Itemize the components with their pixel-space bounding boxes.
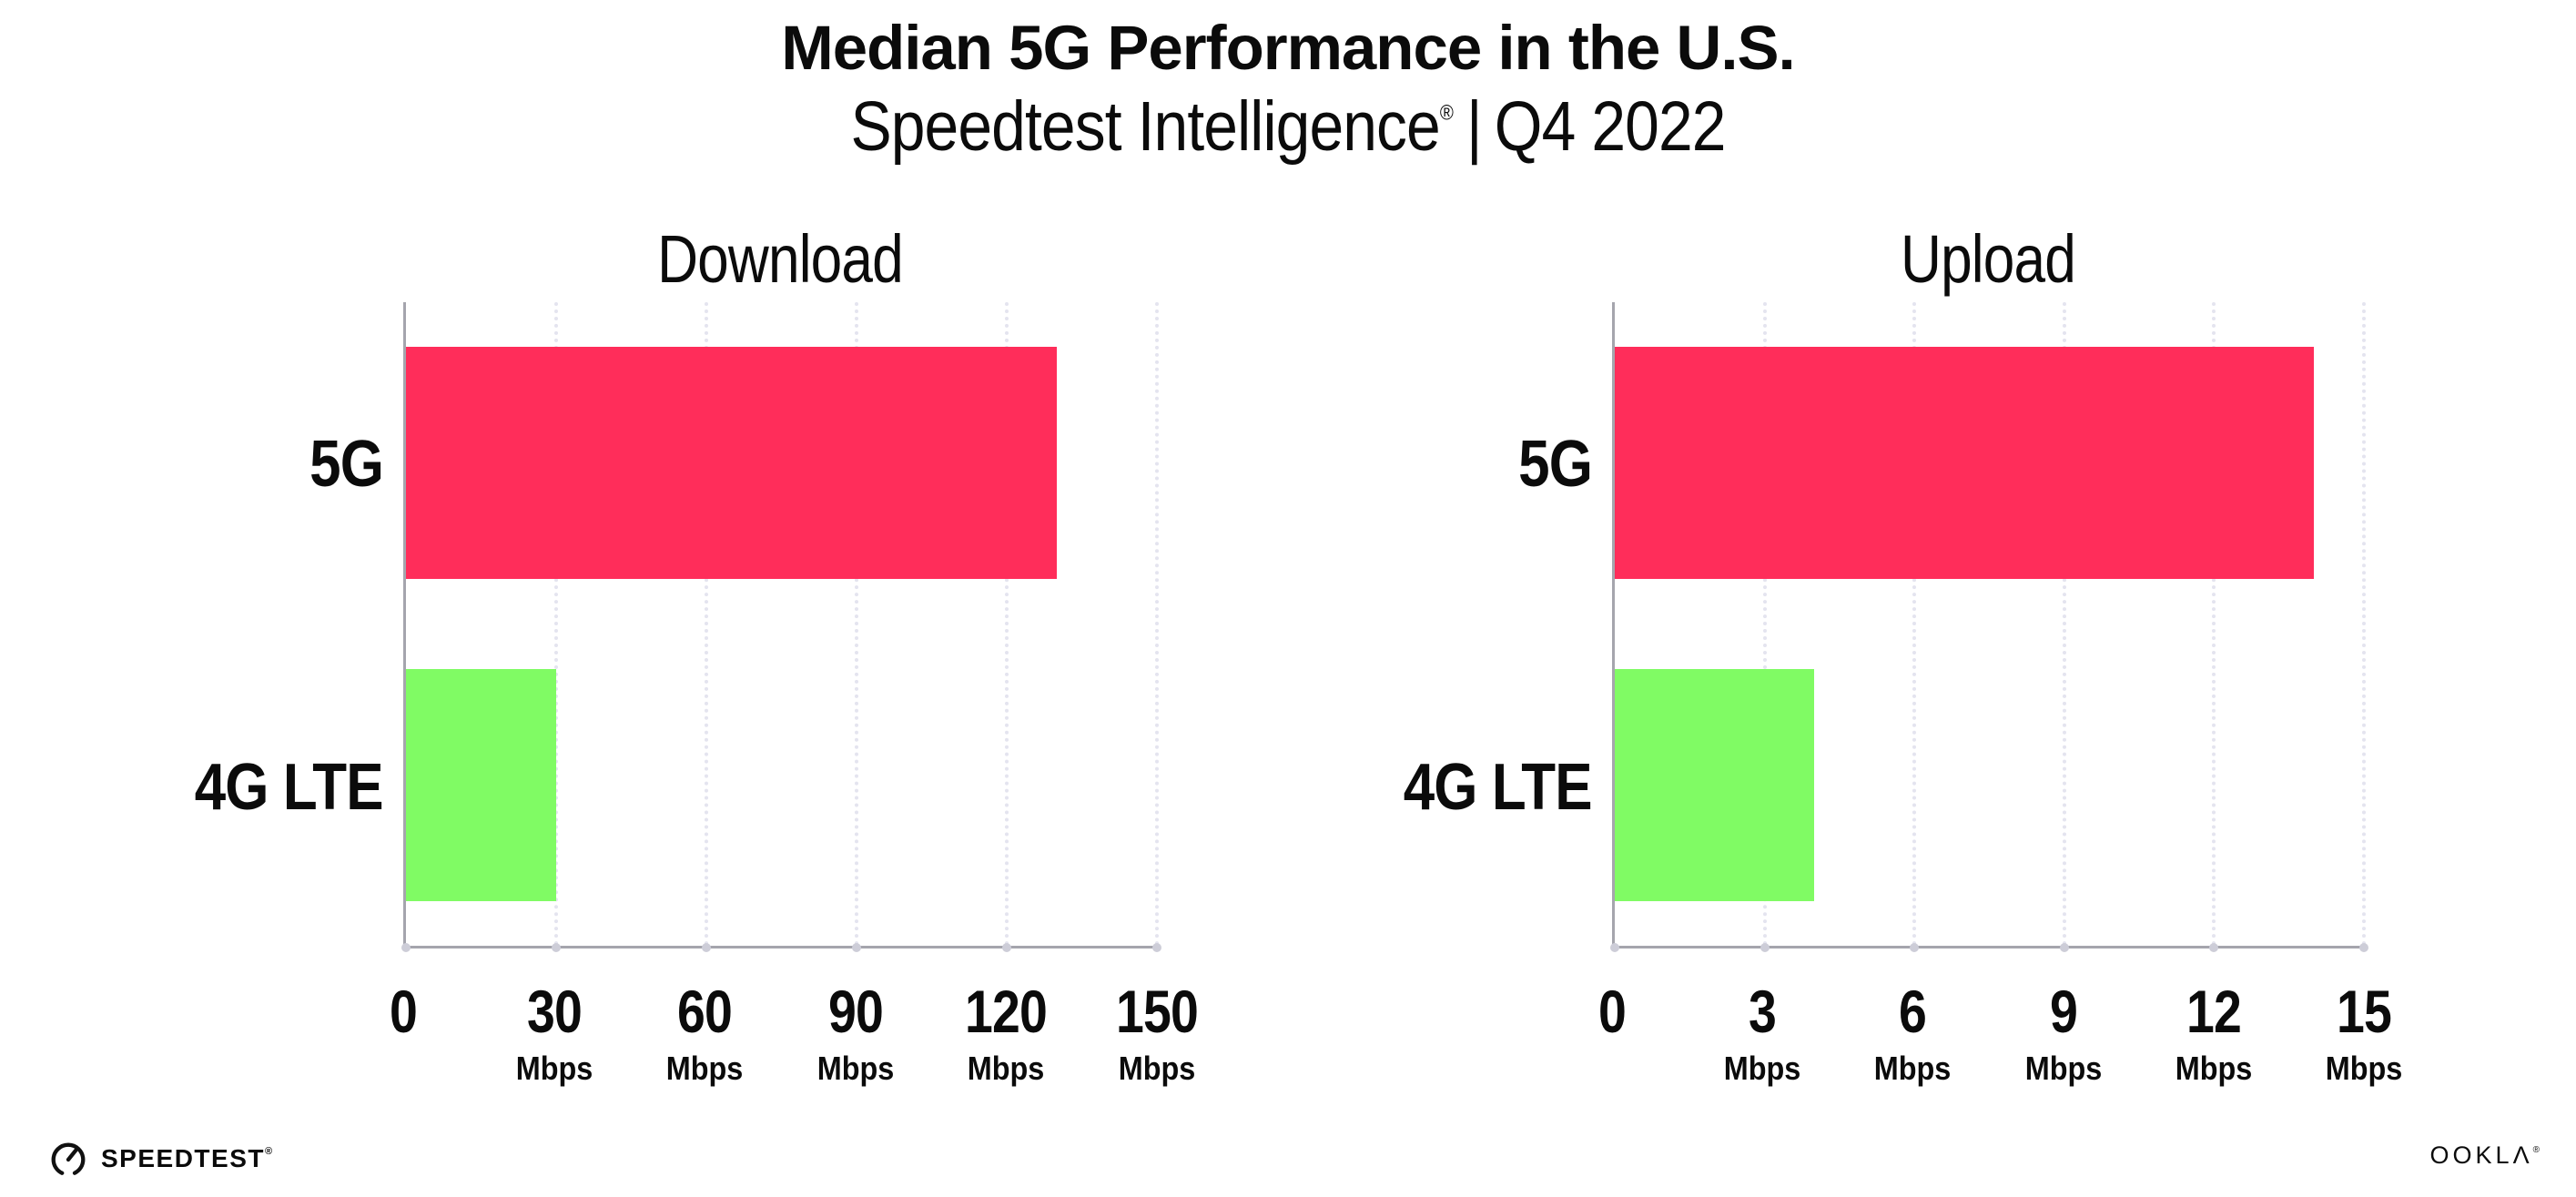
x-tick-unit: Mbps [968,1050,1045,1087]
x-tick-value: 90 [827,978,884,1045]
axis-tick-dot [1910,943,1920,952]
header: Median 5G Performance in the U.S. Speedt… [0,16,2576,162]
x-tick-value: 3 [1749,978,1777,1045]
x-tick: 6 Mbps [1870,981,1955,1085]
gridline [1155,302,1159,946]
bar-5g-download [406,347,1057,579]
x-tick-value: 120 [965,978,1048,1045]
x-tick-value: 150 [1116,978,1199,1045]
axis-tick-dot [1610,943,1619,952]
upload-chart-title: Upload [1901,221,2076,297]
download-chart-title: Download [657,221,904,297]
subtitle-brand: Speedtest Intelligence [850,87,1440,166]
x-tick: 30 Mbps [512,981,597,1085]
x-tick: 90 Mbps [813,981,898,1085]
speedtest-logo: SPEEDTEST® [47,1138,272,1180]
x-tick-value: 15 [2336,978,2392,1045]
x-tick: 9 Mbps [2021,981,2106,1085]
axis-tick-dot [552,943,561,952]
x-tick: 3 Mbps [1719,981,1805,1085]
upload-y-axis-labels: 5G 4G LTE [1284,302,1593,948]
axis-tick-dot [1760,943,1770,952]
x-tick-unit: Mbps [1874,1050,1952,1087]
x-tick-unit: Mbps [1723,1050,1801,1087]
ookla-logo: OOKLΛ® [2430,1143,2540,1168]
upload-plot-area [1610,302,2368,952]
x-tick-unit: Mbps [2175,1050,2253,1087]
x-tick: 60 Mbps [662,981,747,1085]
page-title: Median 5G Performance in the U.S. [781,13,1795,83]
axis-tick-dot [1152,943,1161,952]
axis-tick-dot [702,943,711,952]
x-tick-value: 60 [677,978,733,1045]
x-tick-value: 9 [2049,978,2078,1045]
gridline [855,302,858,946]
x-tick-value: 0 [1597,978,1627,1045]
gridline [1005,302,1009,946]
axis-tick-dot [1002,943,1011,952]
y-axis-label-4g-lte: 4G LTE [194,750,384,824]
x-tick: 120 Mbps [958,981,1055,1085]
bar-5g-upload [1615,347,2315,579]
y-axis-label-5g: 5G [1518,427,1593,501]
x-tick: 0 [387,981,420,1041]
x-tick-unit: Mbps [816,1050,895,1087]
x-tick: 15 Mbps [2321,981,2407,1085]
gridline [554,302,558,946]
registered-mark-icon: ® [1439,100,1454,125]
speedtest-registered-mark-icon: ® [264,1146,273,1157]
bar-4g-lte-upload [1615,668,1815,901]
axis-tick-dot [2359,943,2368,952]
speedtest-gauge-icon [51,1142,86,1177]
x-tick-value: 30 [526,978,583,1045]
gridline [1912,302,1917,946]
x-tick-unit: Mbps [515,1050,593,1087]
x-tick-value: 6 [1899,978,1927,1045]
y-axis-label-5g: 5G [309,427,384,501]
download-plot-area [401,302,1161,952]
download-x-axis: 0 30 Mbps 60 Mbps 90 Mbps 120 Mbps 150 M… [390,948,1199,1121]
y-axis-label-4g-lte: 4G LTE [1403,750,1593,824]
speedtest-wordmark: SPEEDTEST [101,1144,265,1172]
x-tick-unit: Mbps [1118,1050,1196,1087]
x-tick-unit: Mbps [2325,1050,2403,1087]
x-tick-unit: Mbps [665,1050,744,1087]
axis-tick-dot [2209,943,2219,952]
speedtest-logo-text: SPEEDTEST® [101,1146,272,1172]
page-subtitle: Speedtest Intelligence® | Q4 2022 [155,92,2421,162]
x-tick: 12 Mbps [2171,981,2257,1085]
gridline [2362,302,2366,946]
subtitle-period: Q4 2022 [1494,87,1727,166]
x-tick-value: 12 [2186,978,2242,1045]
ookla-wordmark: OOKLΛ [2429,1141,2533,1169]
gridline [2062,302,2066,946]
axis-tick-dot [2059,943,2069,952]
download-y-axis-labels: 5G 4G LTE [76,302,384,948]
gridline [705,302,708,946]
x-tick-value: 0 [389,978,418,1045]
subtitle-separator: | [1465,87,1483,166]
ookla-registered-mark-icon: ® [2532,1145,2540,1155]
bar-4g-lte-download [406,668,556,901]
upload-x-axis: 0 3 Mbps 6 Mbps 9 Mbps 12 Mbps 15 Mbps [1598,948,2402,1121]
axis-tick-dot [401,943,411,952]
x-tick-unit: Mbps [2024,1050,2102,1087]
gridline [2212,302,2216,946]
gridline [1762,302,1767,946]
axis-tick-dot [852,943,861,952]
x-tick: 150 Mbps [1108,981,1205,1085]
x-tick: 0 [1596,981,1628,1041]
